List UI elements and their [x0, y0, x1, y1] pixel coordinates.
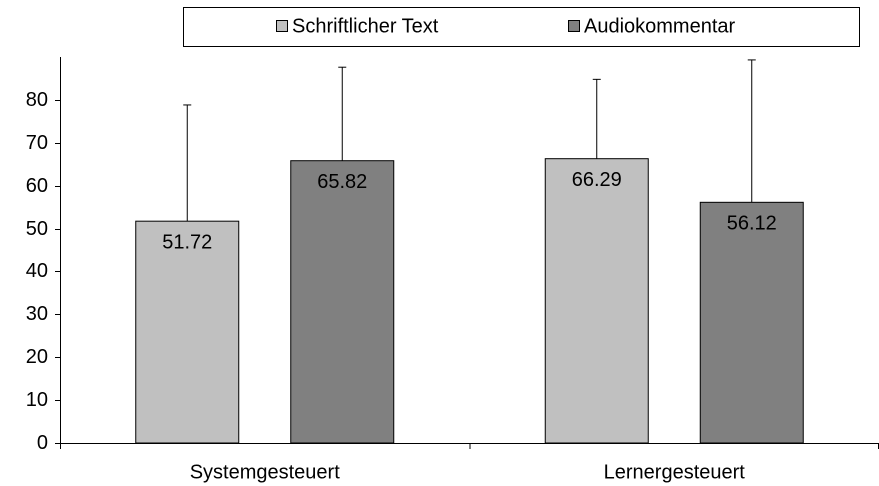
value-label: 56.12 [727, 213, 777, 235]
bar [290, 160, 395, 444]
legend-label: Schriftlicher Text [292, 15, 439, 37]
legend-box [183, 7, 860, 47]
y-tick-label: 30 [26, 303, 48, 325]
bar [135, 220, 240, 444]
value-label: 66.29 [572, 169, 622, 191]
x-tick-label: Systemgesteuert [190, 461, 341, 483]
value-label: 51.72 [162, 231, 212, 253]
legend-label: Audiokommentar [584, 15, 736, 37]
y-tick-label: 0 [37, 432, 48, 454]
legend-swatch [568, 20, 580, 32]
bar [544, 158, 649, 444]
y-tick-label: 60 [26, 175, 48, 197]
y-tick-label: 80 [26, 89, 48, 111]
y-tick-label: 70 [26, 132, 48, 154]
y-tick-label: 50 [26, 218, 48, 240]
bar [699, 201, 804, 444]
y-tick-label: 10 [26, 389, 48, 411]
x-tick-label: Lernergesteuert [604, 461, 746, 483]
value-label: 65.82 [317, 171, 367, 193]
y-tick-label: 20 [26, 346, 48, 368]
legend-swatch [276, 20, 288, 32]
y-tick-label: 40 [26, 260, 48, 282]
